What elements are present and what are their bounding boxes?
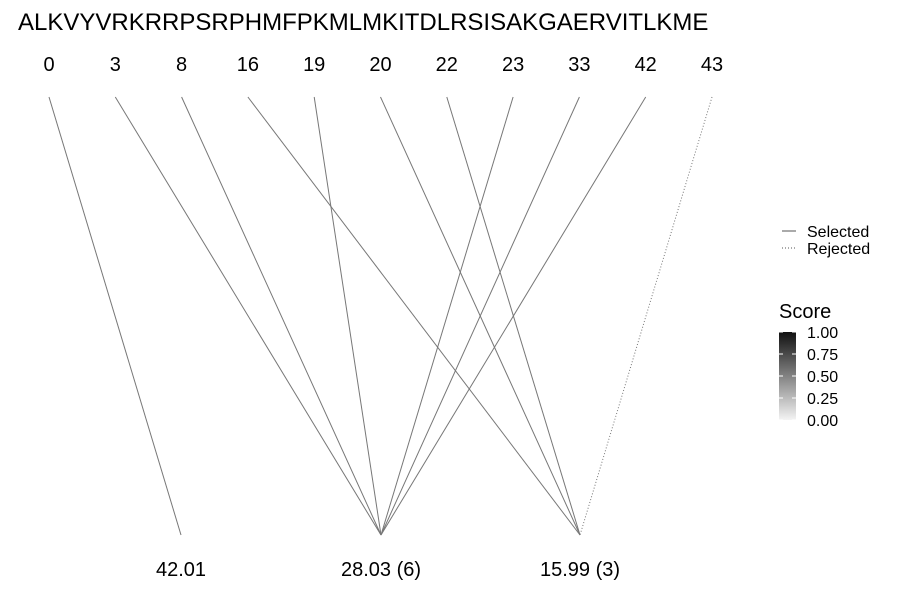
score-colorbar bbox=[779, 332, 796, 420]
bottom-node-label: 28.03 (6) bbox=[341, 559, 421, 581]
sequence-label: ALKVYVRKRRPSRPHMFPKMLMKITDLRSISAKGAERVIT… bbox=[18, 9, 708, 36]
selected-link-line bbox=[313, 96, 382, 536]
score-tick-label: 0.50 bbox=[807, 369, 838, 386]
bottom-node-label: 15.99 (3) bbox=[540, 559, 620, 581]
selected-link-line bbox=[247, 96, 581, 536]
score-ticks: 1.00 0.75 0.50 0.25 0.00 bbox=[779, 325, 838, 430]
score-tick-label: 0.75 bbox=[807, 347, 838, 364]
selected-link-line bbox=[114, 96, 382, 536]
position-label: 16 bbox=[237, 54, 259, 76]
bottom-node-label: 42.01 bbox=[156, 559, 206, 581]
position-label: 19 bbox=[303, 54, 325, 76]
bottom-node-labels: 42.01 28.03 (6) 15.99 (3) bbox=[156, 559, 620, 581]
score-tick-label: 1.00 bbox=[807, 325, 838, 342]
score-legend-title: Score bbox=[779, 301, 831, 323]
selected-link-line bbox=[48, 96, 182, 536]
position-label: 23 bbox=[502, 54, 524, 76]
score-tick-label: 0.00 bbox=[807, 413, 838, 430]
position-label: 43 bbox=[701, 54, 723, 76]
position-label: 8 bbox=[176, 54, 187, 76]
position-label: 20 bbox=[369, 54, 391, 76]
selected-link-line bbox=[181, 96, 382, 536]
position-label: 3 bbox=[110, 54, 121, 76]
position-labels: 0 3 8 16 19 20 22 23 33 42 43 bbox=[43, 54, 723, 76]
position-label: 22 bbox=[436, 54, 458, 76]
score-tick-label: 0.25 bbox=[807, 391, 838, 408]
legend-selected-label: Selected bbox=[807, 224, 869, 241]
position-label: 0 bbox=[43, 54, 54, 76]
selected-link-line bbox=[380, 96, 647, 536]
linetype-legend: Selected Rejected bbox=[782, 224, 870, 258]
position-label: 42 bbox=[635, 54, 657, 76]
legend-rejected-label: Rejected bbox=[807, 241, 870, 258]
selected-link-line bbox=[380, 96, 514, 536]
selected-link-line bbox=[380, 96, 580, 536]
score-legend: Score 1.00 0.75 0.50 0.25 0.00 bbox=[779, 301, 838, 430]
rejected-link-line bbox=[579, 96, 713, 536]
link-lines bbox=[48, 96, 713, 536]
position-label: 33 bbox=[568, 54, 590, 76]
